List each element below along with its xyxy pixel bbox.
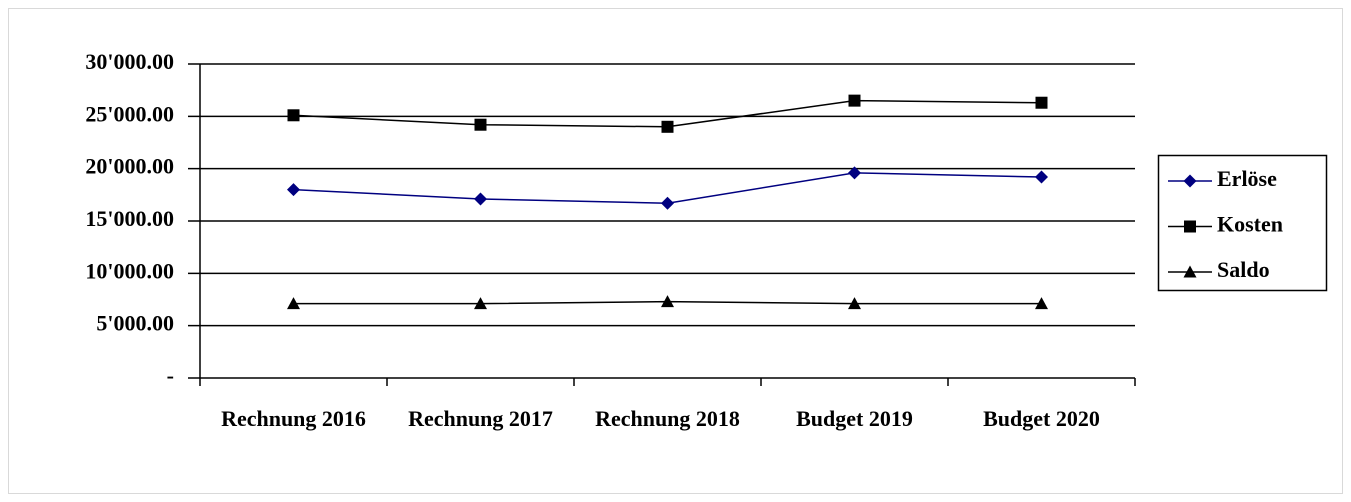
legend-label: Saldo xyxy=(1217,257,1270,282)
legend-label: Kosten xyxy=(1217,212,1283,237)
marker xyxy=(1035,170,1048,184)
y-tick-label: 30'000.00 xyxy=(85,49,174,74)
x-tick-label: Rechnung 2016 xyxy=(221,406,366,431)
marker xyxy=(1183,265,1197,278)
marker xyxy=(287,297,300,310)
y-tick-label: 5'000.00 xyxy=(96,311,174,336)
marker xyxy=(1035,96,1048,109)
marker xyxy=(661,196,674,210)
marker xyxy=(848,166,861,180)
y-tick-label: 15'000.00 xyxy=(85,206,174,231)
y-tick-label: 25'000.00 xyxy=(85,101,174,126)
marker xyxy=(1184,220,1196,233)
x-tick-label: Budget 2020 xyxy=(983,406,1100,431)
y-tick-label: - xyxy=(167,363,174,388)
marker xyxy=(1183,174,1197,188)
marker xyxy=(287,109,300,122)
legend-label: Erlöse xyxy=(1217,166,1277,191)
x-tick-label: Rechnung 2017 xyxy=(408,406,553,431)
marker xyxy=(848,297,861,310)
marker xyxy=(1035,297,1048,310)
x-tick-label: Budget 2019 xyxy=(796,406,913,431)
marker xyxy=(661,295,674,308)
marker xyxy=(848,94,861,107)
x-tick-label: Rechnung 2018 xyxy=(595,406,740,431)
y-tick-label: 10'000.00 xyxy=(85,258,174,283)
y-tick-label: 20'000.00 xyxy=(85,154,174,179)
marker xyxy=(474,297,487,310)
marker xyxy=(287,183,300,197)
marker xyxy=(474,118,487,131)
chart-border xyxy=(8,8,1343,494)
marker xyxy=(661,120,674,133)
marker xyxy=(474,192,487,206)
